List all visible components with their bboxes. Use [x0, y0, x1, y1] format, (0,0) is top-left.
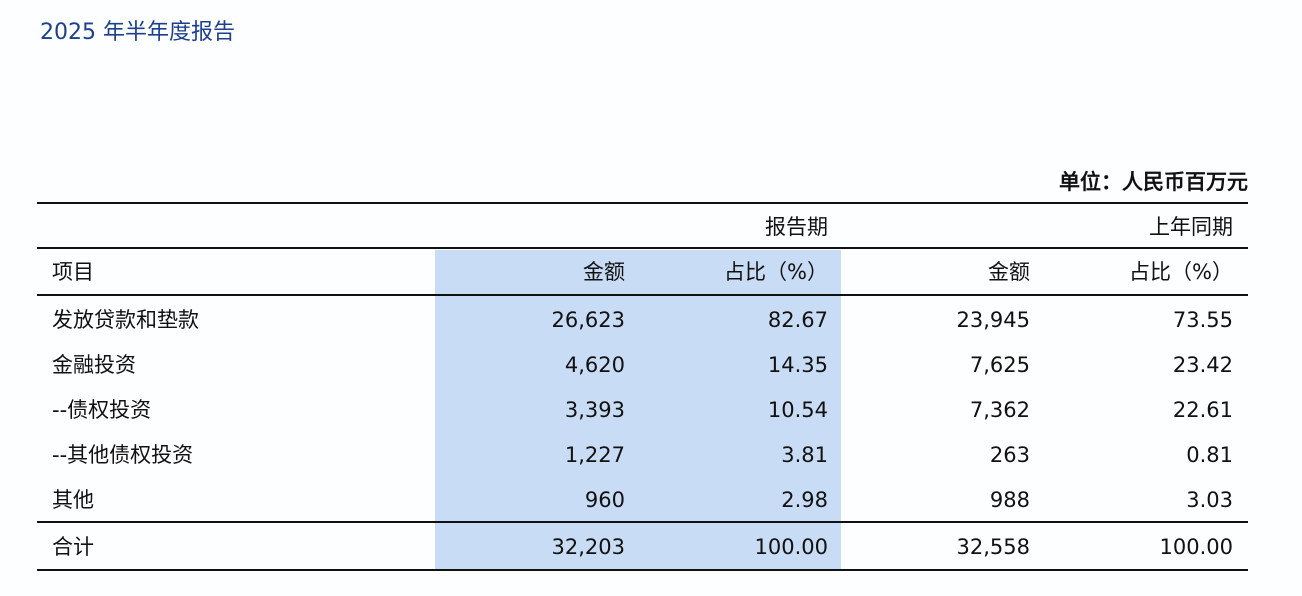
total-row-cur-amount: 32,203 [551, 535, 625, 559]
header-rule [37, 247, 1248, 249]
table-row-cur-share: 10.54 [767, 398, 828, 422]
total-row-item: 合计 [52, 535, 94, 559]
table-row-item: --其他债权投资 [52, 443, 194, 467]
table-row-cur-share: 82.67 [767, 308, 828, 332]
table-row-cur-share: 2.98 [781, 488, 828, 512]
total-row-cur-share: 100.00 [754, 535, 828, 559]
table-row-cur-amount: 960 [584, 488, 625, 512]
table-row-prior-amount: 7,625 [969, 353, 1030, 377]
table-bottom-rule [37, 569, 1248, 571]
table-row-cur-amount: 4,620 [564, 353, 625, 377]
table-row-prior-amount: 7,362 [969, 398, 1030, 422]
header-prior-share: 占比（%） [1129, 260, 1233, 284]
header-cur-amount: 金额 [583, 260, 625, 284]
table-row-prior-share: 3.03 [1186, 488, 1233, 512]
table-row-prior-share: 73.55 [1172, 308, 1233, 332]
table-row-cur-share: 3.81 [781, 443, 828, 467]
header-prior-period: 上年同期 [1149, 215, 1233, 239]
header-current-period: 报告期 [765, 215, 828, 239]
table-row-prior-share: 0.81 [1186, 443, 1233, 467]
header-cur-share: 占比（%） [724, 260, 828, 284]
total-rule [37, 521, 1248, 523]
table-row-item: 其他 [52, 488, 94, 512]
table-row-item: --债权投资 [52, 398, 152, 422]
table-row-prior-amount: 23,945 [956, 308, 1030, 332]
table-row-cur-amount: 3,393 [564, 398, 625, 422]
header-prior-amount: 金额 [988, 260, 1030, 284]
table-row-prior-amount: 988 [989, 488, 1030, 512]
table-row-prior-amount: 263 [989, 443, 1030, 467]
table-row-item: 金融投资 [52, 353, 136, 377]
table-row-item: 发放贷款和垫款 [52, 308, 199, 332]
table-row-cur-amount: 1,227 [564, 443, 625, 467]
table-top-rule [37, 202, 1248, 204]
header-bottom-rule [37, 294, 1248, 296]
table-row-cur-share: 14.35 [767, 353, 828, 377]
table-row-cur-amount: 26,623 [551, 308, 625, 332]
total-row-prior-amount: 32,558 [956, 535, 1030, 559]
total-row-prior-share: 100.00 [1159, 535, 1233, 559]
table-row-prior-share: 22.61 [1172, 398, 1233, 422]
report-title: 2025 年半年度报告 [40, 20, 235, 45]
table-row-prior-share: 23.42 [1172, 353, 1233, 377]
header-item: 项目 [52, 260, 94, 284]
current-period-highlight [435, 250, 841, 570]
unit-label: 单位：人民币百万元 [1059, 170, 1248, 194]
